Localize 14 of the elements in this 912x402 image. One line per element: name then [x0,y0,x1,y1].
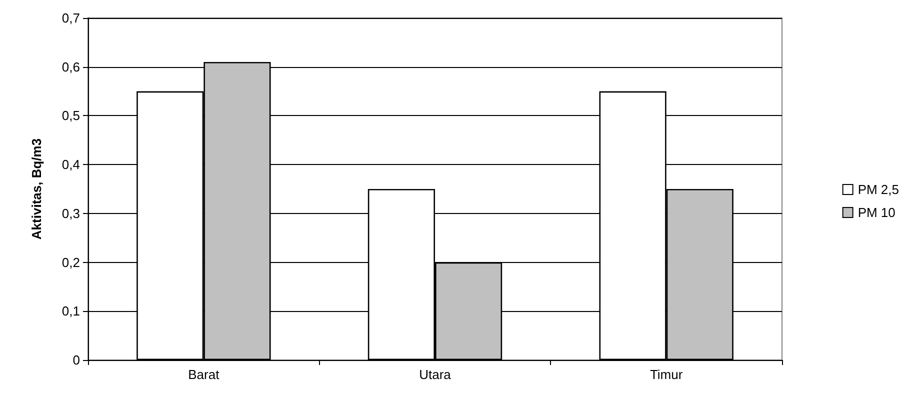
legend-label: PM 2,5 [858,182,900,197]
y-tick-label: 0,2 [62,254,80,270]
y-tick-label: 0,1 [62,304,80,319]
y-tick-label: 0,7 [62,10,80,26]
y-tick-label: 0,4 [62,157,80,172]
y-tick-label: 0 [72,352,80,368]
x-tick-label: Barat [188,367,220,382]
x-tick-label: Timur [650,367,684,382]
legend-label: PM 10 [858,205,896,220]
x-tick-label: Utara [419,367,452,382]
y-tick-label: 0,3 [62,206,80,221]
y-tick-label: 0,5 [62,108,80,124]
y-tick-label: 0,6 [62,59,80,74]
y-axis-title: Aktivitas, Bq/m3 [29,138,44,240]
